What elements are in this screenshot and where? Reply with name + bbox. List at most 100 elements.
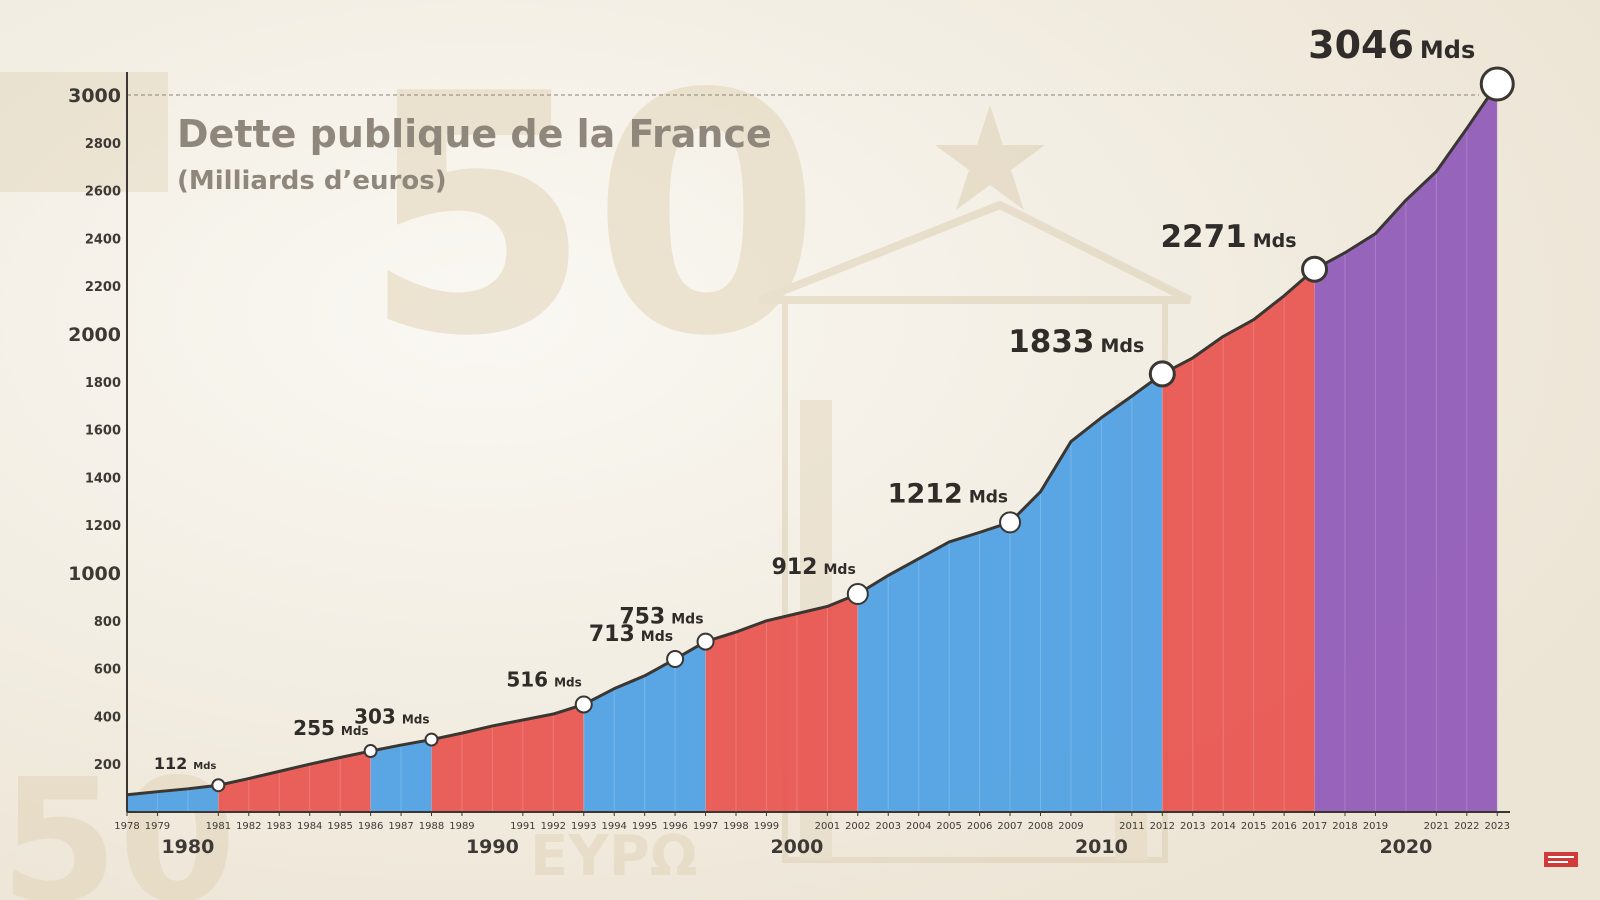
x-tick-label: 2016: [1271, 821, 1296, 832]
x-tick-label: 1978: [114, 821, 139, 832]
marker-2023: [1479, 66, 1515, 102]
chart-title: Dette publique de la France: [177, 112, 772, 156]
y-tick-label: 1800: [85, 376, 121, 391]
data-label-value: 112: [154, 754, 187, 773]
y-tick-label: 1200: [85, 519, 121, 534]
chart-subtitle: (Milliards d’euros): [177, 166, 447, 196]
period-area-2017-2023: [1314, 84, 1498, 813]
decade-label: 2020: [1379, 836, 1432, 858]
plot-area: [127, 84, 1498, 813]
data-label-unit: Mds: [824, 562, 856, 578]
marker-1988: [424, 732, 439, 747]
x-tick-label: 2004: [906, 821, 931, 832]
x-tick-label: 1987: [388, 821, 413, 832]
data-label-1993: 516 Mds: [506, 667, 581, 691]
y-tick-label: 2600: [85, 185, 121, 200]
x-tick-label: 2001: [815, 821, 840, 832]
x-tick-label: 1986: [358, 821, 383, 832]
x-tick-label: 2018: [1332, 821, 1357, 832]
x-tick-label: 1983: [267, 821, 292, 832]
y-tick-label: 1400: [85, 471, 121, 486]
x-tick-label: 1999: [754, 821, 779, 832]
marker-2007: [999, 511, 1022, 534]
svg-text:EYPΩ: EYPΩ: [530, 824, 697, 889]
x-tick-label: 2014: [1210, 821, 1235, 832]
marker-1993: [574, 695, 593, 714]
x-tick-label: 1981: [206, 821, 231, 832]
x-tick-label: 2021: [1424, 821, 1449, 832]
x-tick-label: 2023: [1485, 821, 1510, 832]
x-tick-label: 1993: [571, 821, 596, 832]
x-tick-label: 1989: [449, 821, 474, 832]
y-tick-label: 3000: [68, 85, 121, 107]
x-tick-label: 1997: [693, 821, 718, 832]
x-tick-label: 2005: [936, 821, 961, 832]
x-tick-label: 1991: [510, 821, 535, 832]
x-tick-label: 1982: [236, 821, 261, 832]
data-label-value: 912: [772, 555, 818, 580]
data-label-2007: 1212 Mds: [888, 478, 1008, 509]
x-tick-label: 1994: [601, 821, 626, 832]
marker-2017: [1301, 255, 1329, 283]
y-tick-label: 400: [94, 710, 121, 725]
decade-label: 2010: [1075, 836, 1128, 858]
period-area-1986-1988: [370, 739, 432, 812]
y-tick-label: 2800: [85, 137, 121, 152]
x-tick-label: 1985: [327, 821, 352, 832]
y-tick-label: 2000: [68, 324, 121, 346]
x-tick-label: 1996: [662, 821, 687, 832]
x-tick-label: 2011: [1119, 821, 1144, 832]
data-label-2002: 912 Mds: [772, 555, 856, 580]
x-tick-label: 2003: [876, 821, 901, 832]
decade-label: 1990: [466, 836, 519, 858]
period-stripes: [156, 84, 1498, 812]
decade-label: 1980: [161, 836, 214, 858]
data-label-unit: Mds: [193, 761, 216, 772]
y-tick-label: 200: [94, 758, 121, 773]
marker-2012: [1148, 360, 1176, 388]
x-tick-label: 2012: [1150, 821, 1175, 832]
data-label-value: 516: [506, 667, 548, 691]
data-markers: [211, 66, 1515, 793]
marker-1986: [363, 744, 378, 759]
data-label-value: 3046: [1308, 23, 1414, 67]
broadcaster-logo: [1544, 852, 1578, 867]
data-label-1986: 255 Mds: [293, 716, 368, 740]
data-label-1988: 303 Mds: [354, 705, 429, 729]
data-label-value: 1833: [1008, 324, 1094, 360]
x-tick-label: 2007: [997, 821, 1022, 832]
debt-line: [126, 83, 1499, 797]
y-tick-label: 2400: [85, 232, 121, 247]
data-label-value: 1212: [888, 478, 963, 509]
x-tick-label: 2013: [1180, 821, 1205, 832]
data-label-value: 713: [589, 622, 635, 647]
decade-label: 2000: [770, 836, 823, 858]
marker-1997: [696, 632, 715, 651]
y-tick-label: 1600: [85, 424, 121, 439]
data-label-unit: Mds: [1420, 36, 1475, 64]
marker-2002: [846, 583, 869, 606]
y-tick-label: 2200: [85, 280, 121, 295]
x-tick-label: 2009: [1058, 821, 1083, 832]
x-tick-label: 1998: [723, 821, 748, 832]
x-tick-label: 1979: [145, 821, 170, 832]
data-label-unit: Mds: [671, 612, 703, 628]
x-tick-label: 2019: [1363, 821, 1388, 832]
data-label-1996: 713 Mds: [589, 622, 673, 647]
data-label-2023: 3046 Mds: [1308, 23, 1475, 67]
data-label-1981: 112 Mds: [154, 754, 217, 773]
data-label-unit: Mds: [554, 675, 582, 689]
x-tick-label: 2002: [845, 821, 870, 832]
y-tick-label: 800: [94, 615, 121, 630]
x-tick-label: 1995: [632, 821, 657, 832]
svg-text:50: 50: [362, 24, 821, 408]
period-area-2012-2017: [1162, 269, 1315, 813]
period-area-1978-1981: [127, 785, 219, 812]
data-label-2017: 2271 Mds: [1160, 219, 1296, 255]
data-label-unit: Mds: [341, 724, 369, 738]
x-tick-label: 1992: [541, 821, 566, 832]
data-label-value: 303: [354, 705, 396, 729]
x-tick-label: 2006: [967, 821, 992, 832]
period-area-1993-1997: [583, 641, 706, 812]
